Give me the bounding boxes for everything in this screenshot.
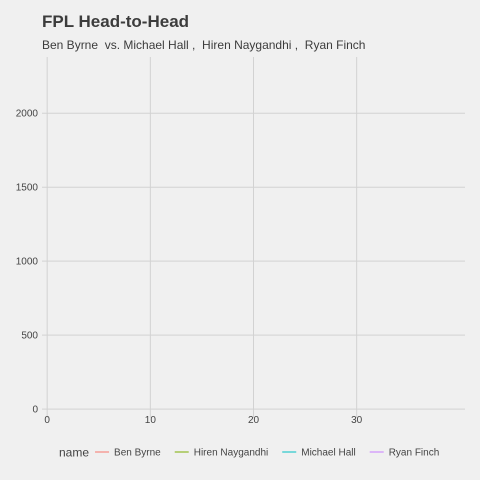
x-tick-label: 30 (351, 415, 363, 426)
chart-title: FPL Head-to-Head (42, 12, 190, 31)
gridlines (42, 57, 465, 418)
x-tick-label: 20 (248, 415, 260, 426)
legend: name Ben Byrne Hiren Naygandhi Michael Hall… (59, 446, 439, 460)
legend-label: Ryan Finch (389, 448, 440, 459)
legend-label: Michael Hall (301, 448, 355, 459)
y-tick-label: 500 (21, 331, 38, 342)
y-tick-label: 1500 (16, 183, 39, 194)
x-tick-label: 10 (145, 415, 157, 426)
y-tick-label: 1000 (16, 257, 39, 268)
legend-title: name (59, 446, 89, 460)
legend-label: Hiren Naygandhi (194, 448, 269, 459)
x-tick-label: 0 (44, 415, 50, 426)
y-tick-label: 0 (32, 405, 38, 416)
legend-label: Ben Byrne (114, 448, 161, 459)
chart-subtitle: Ben Byrne vs. Michael Hall , Hiren Nayga… (42, 38, 366, 52)
y-tick-label: 2000 (16, 109, 39, 120)
axis-ticks: 0 500 1000 1500 2000 0 10 20 30 (16, 109, 363, 426)
